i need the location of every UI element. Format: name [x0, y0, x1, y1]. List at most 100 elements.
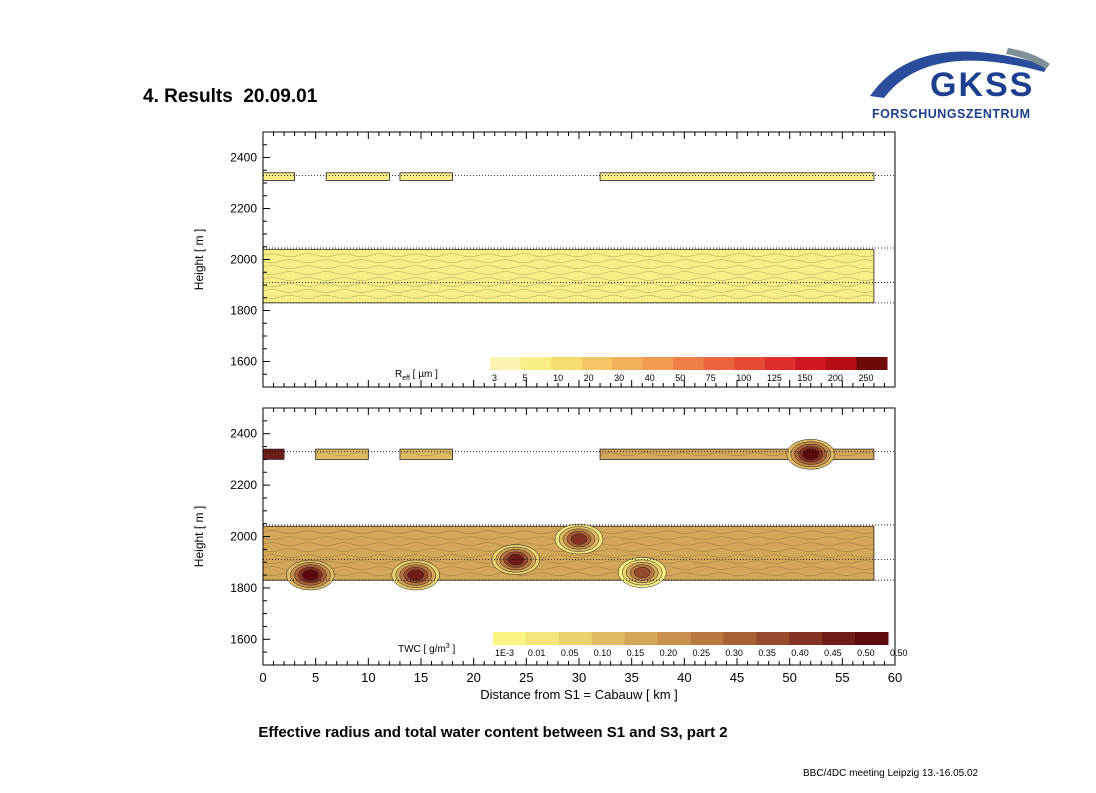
- y-tick-label: 1800: [230, 304, 257, 318]
- colorbar-tick-label: 75: [706, 373, 716, 383]
- contour-line: [263, 554, 874, 558]
- x-tick-label: 55: [835, 670, 849, 685]
- maximum-3: [570, 533, 588, 545]
- colorbar-tick-label: 0.40: [791, 648, 809, 658]
- colorbar-tick-label: 5: [523, 373, 528, 383]
- cloud-segment-1: [315, 448, 369, 460]
- colorbar-tick-label: 0.50: [890, 648, 908, 658]
- maximum-4: [633, 566, 651, 579]
- colorbar-tick-label: 30: [614, 373, 624, 383]
- colorbar-swatch: [795, 357, 827, 370]
- y-tick-label: 1800: [230, 581, 257, 595]
- x-tick-label: 30: [572, 670, 586, 685]
- cloud-segment-2: [399, 172, 453, 181]
- colorbar-tick-label: 1E-3: [495, 648, 514, 658]
- colorbar-swatch: [525, 632, 560, 645]
- colorbar-tick-label: 0.15: [627, 648, 645, 658]
- y-tick-label: 2000: [230, 253, 257, 267]
- twc-panel: 1600 1800 2000 2200 2400 Height [ m ] 0 5 10 15 20…: [192, 407, 908, 702]
- colorbar-swatch: [520, 357, 552, 370]
- y-tick-label: 2400: [230, 427, 257, 441]
- contour-line: [263, 259, 874, 263]
- colorbar-tick-label: 10: [553, 373, 563, 383]
- colorbar-swatch: [558, 632, 593, 645]
- colorbar-swatch: [723, 632, 757, 645]
- y-axis-label: Height [ m ]: [192, 229, 206, 290]
- colorbar-swatch: [490, 357, 522, 370]
- logo-subtitle: FORSCHUNGSZENTRUM: [872, 107, 1031, 121]
- y-tick-label: 2400: [230, 151, 257, 165]
- colorbar-tick-label: 50: [675, 373, 685, 383]
- colorbar-swatch: [690, 632, 724, 645]
- y-tick-label: 2200: [230, 478, 257, 492]
- colorbar-label: Reff [ µm ]: [395, 369, 438, 382]
- colorbar-tick-label: 0.25: [693, 648, 711, 658]
- contour-line: [263, 295, 874, 299]
- colorbar-swatch: [789, 632, 823, 645]
- x-tick-label: 60: [888, 670, 902, 685]
- maximum-0: [302, 569, 319, 581]
- colorbar-tick-label: 0.01: [528, 648, 546, 658]
- colorbar-swatch: [764, 357, 796, 370]
- contour-line: [263, 289, 874, 293]
- logo-arc: [870, 51, 1048, 98]
- contour-line: [263, 265, 874, 269]
- reff-panel: 1600 1800 2000 2200 2400 Height [ m ] 3 5 10 20 30…: [192, 131, 896, 388]
- colorbar-swatch: [703, 357, 735, 370]
- contour-line: [263, 572, 874, 576]
- x-tick-label: 45: [730, 670, 744, 685]
- colorbar-swatch: [581, 357, 613, 370]
- colorbar-tick-label: 200: [828, 373, 843, 383]
- x-tick-label: 35: [624, 670, 638, 685]
- x-tick-label: 0: [259, 670, 266, 685]
- meeting-footer: BBC/4DC meeting Leipzig 13.-16.05.02: [803, 768, 979, 779]
- colorbar-swatch: [673, 357, 705, 370]
- x-tick-label: 5: [312, 670, 319, 685]
- contour-line: [263, 566, 874, 570]
- colorbar-swatch: [825, 357, 857, 370]
- colorbar-tick-label: 0.50: [857, 648, 875, 658]
- colorbar-tick-label: 0.10: [594, 648, 612, 658]
- colorbar-tick-label: 150: [797, 373, 812, 383]
- colorbar-tick-label: 0.35: [758, 648, 776, 658]
- contour-line: [399, 452, 453, 456]
- cloud-segment-1: [325, 172, 390, 181]
- x-tick-label: 15: [414, 670, 428, 685]
- colorbar-label: TWC [ g/m3 ]: [398, 643, 455, 655]
- colorbar-swatch: [855, 632, 889, 645]
- colorbar-swatch: [756, 632, 790, 645]
- logo-arc-accent: [1006, 48, 1050, 69]
- colorbar-swatch: [822, 632, 856, 645]
- colorbar-tick-label: 40: [645, 373, 655, 383]
- x-tick-label: 25: [519, 670, 533, 685]
- slide-title: 4. Results 20.09.01: [143, 86, 318, 107]
- colorbar-tick-label: 125: [767, 373, 782, 383]
- colorbar-tick-label: 3: [492, 373, 497, 383]
- colorbar-tick-label: 0.30: [725, 648, 743, 658]
- contour-line: [263, 271, 874, 275]
- y-axis-label: Height [ m ]: [192, 506, 206, 567]
- maximum-1: [407, 569, 424, 581]
- cloud-segment-0: [263, 172, 296, 181]
- contour-line: [263, 277, 874, 281]
- colorbar-tick-label: 100: [736, 373, 751, 383]
- x-tick-label: 10: [361, 670, 375, 685]
- x-tick-label: 50: [782, 670, 796, 685]
- x-tick-label: 20: [466, 670, 480, 685]
- colorbar-tick-label: 0.05: [561, 648, 579, 658]
- x-axis-label: Distance from S1 = Cabauw [ km ]: [480, 687, 678, 702]
- y-tick-label: 2000: [230, 530, 257, 544]
- y-tick-label: 1600: [230, 355, 257, 369]
- contour-line: [263, 452, 285, 456]
- colorbar-swatch: [591, 632, 626, 645]
- colorbar-swatch: [657, 632, 691, 645]
- cloud-segment-2: [399, 448, 453, 460]
- x-tick-label: 40: [677, 670, 691, 685]
- logo-wordmark: GKSS: [930, 66, 1034, 104]
- y-tick-label: 2200: [230, 202, 257, 216]
- colorbar-swatch: [624, 632, 659, 645]
- colorbar-tick-label: 0.20: [660, 648, 678, 658]
- colorbar-tick-label: 250: [858, 373, 873, 383]
- y-tick-label: 1600: [230, 632, 257, 646]
